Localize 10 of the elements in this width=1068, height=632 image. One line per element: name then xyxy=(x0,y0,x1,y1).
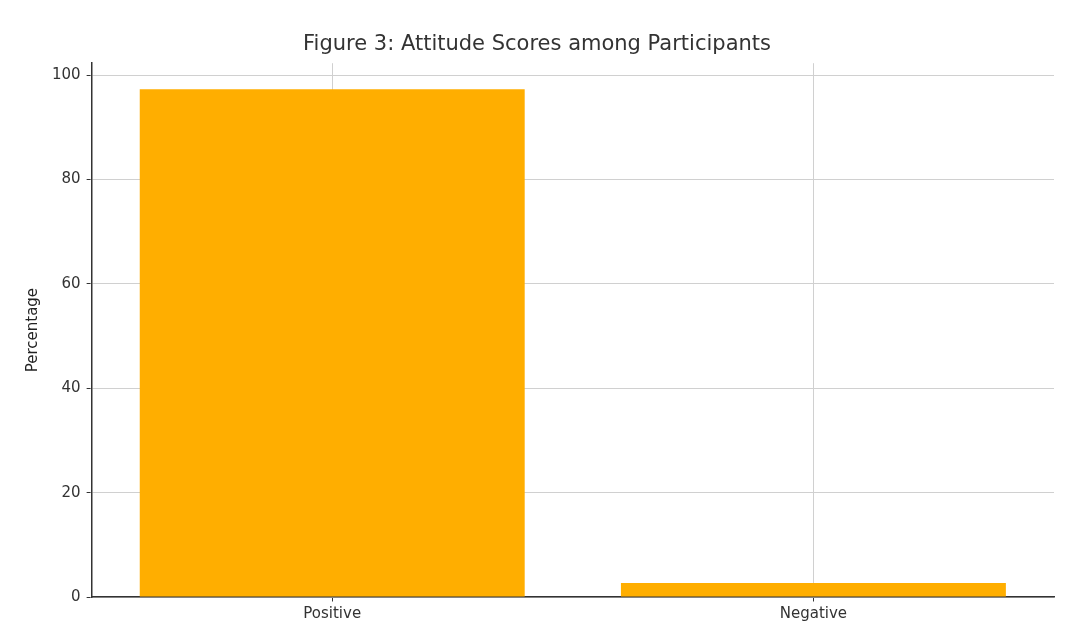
y-tick-label: 100 xyxy=(51,65,81,84)
x-tick-label: Positive xyxy=(303,603,362,622)
y-axis-title: Percentage xyxy=(22,287,41,373)
y-tick-label: 0 xyxy=(71,586,81,605)
y-tick-label: 20 xyxy=(61,482,81,501)
y-tick-label: 60 xyxy=(61,273,81,292)
y-tick-label: 40 xyxy=(61,378,81,397)
chart-title: Figure 3: Attitude Scores among Participants xyxy=(303,31,771,56)
y-tick-label: 80 xyxy=(61,169,81,188)
x-tick-label: Negative xyxy=(779,603,848,622)
